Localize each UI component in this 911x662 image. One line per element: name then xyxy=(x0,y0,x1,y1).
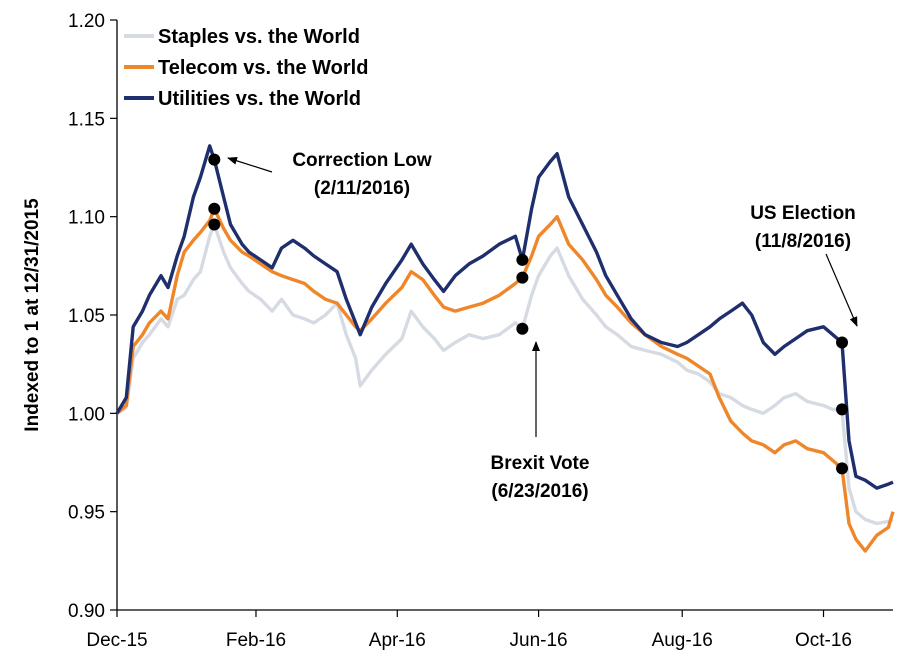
y-tick-label: 1.15 xyxy=(68,109,105,130)
y-axis-title: Indexed to 1 at 12/31/2015 xyxy=(22,198,43,432)
legend-label: Utilities vs. the World xyxy=(158,88,361,110)
y-tick-label: 1.20 xyxy=(68,11,105,32)
legend-label: Telecom vs. the World xyxy=(158,57,368,79)
x-axis-ticks: Dec-15 Feb-16 Apr-16 Jun-16 Aug-16 Oct-16 xyxy=(86,610,852,651)
annotation-label: Brexit Vote xyxy=(491,453,590,474)
annotation-arrow xyxy=(825,253,858,327)
y-tick-label: 1.10 xyxy=(68,208,105,229)
event-marker xyxy=(516,271,529,284)
annotation-arrow xyxy=(227,156,273,173)
event-marker xyxy=(836,462,849,475)
series-line-2 xyxy=(115,207,895,553)
series-lines xyxy=(115,144,895,553)
y-axis-ticks: 0.90 0.95 1.00 1.05 1.10 1.15 1.20 xyxy=(68,11,117,622)
x-tick-label: Jun-16 xyxy=(510,630,568,651)
event-marker xyxy=(516,253,529,266)
event-marker xyxy=(836,403,849,416)
y-tick-label: 1.00 xyxy=(68,404,105,425)
x-tick-label: Apr-16 xyxy=(369,630,426,651)
legend: Staples vs. the World Telecom vs. the Wor… xyxy=(124,26,368,110)
x-tick-label: Oct-16 xyxy=(795,630,852,651)
series-line-3 xyxy=(115,144,894,490)
x-tick-label: Dec-15 xyxy=(86,630,147,651)
annotation-label: US Election xyxy=(750,203,856,224)
annotation-label: Correction Low xyxy=(292,150,432,171)
event-marker xyxy=(208,218,221,231)
legend-label: Staples vs. the World xyxy=(158,26,360,48)
annotation-arrows xyxy=(227,156,858,437)
series-line-1 xyxy=(116,222,894,526)
event-marker xyxy=(516,322,529,335)
y-tick-label: 1.05 xyxy=(68,306,105,327)
event-marker xyxy=(836,336,849,349)
event-marker xyxy=(208,202,221,215)
event-markers xyxy=(208,153,849,475)
annotation-label: (6/23/2016) xyxy=(491,481,588,502)
annotation-label: (2/11/2016) xyxy=(314,178,410,199)
x-tick-label: Aug-16 xyxy=(652,630,713,651)
annotation-label: (11/8/2016) xyxy=(755,231,851,252)
y-tick-label: 0.90 xyxy=(68,601,105,622)
y-tick-label: 0.95 xyxy=(68,503,105,524)
event-marker xyxy=(208,153,221,166)
x-tick-label: Feb-16 xyxy=(226,630,286,651)
annotations: Correction Low (2/11/2016) Brexit Vote (6/2… xyxy=(292,150,855,502)
